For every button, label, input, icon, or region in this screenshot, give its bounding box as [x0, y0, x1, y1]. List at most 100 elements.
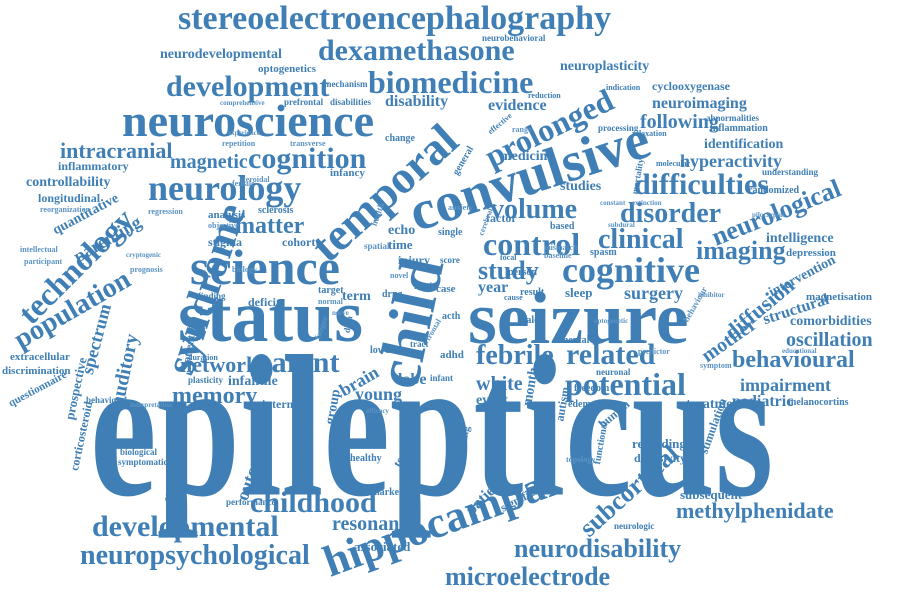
word-performance: performance [226, 497, 276, 507]
word-discrimination: discrimination [2, 365, 71, 377]
word-development: development [166, 70, 330, 103]
word-biomarker: biomarker [358, 487, 404, 498]
word-focal: focal [500, 253, 517, 262]
word-lower: lower [370, 345, 394, 356]
word-medicine: medicine [500, 149, 554, 164]
word-scale: scale [518, 315, 539, 326]
word-matter: matter [235, 213, 305, 239]
word-mechanism: mechanism [324, 79, 368, 89]
word-biomedicine: biomedicine [368, 64, 534, 100]
word-healthy: healthy [350, 453, 382, 464]
word-reorganization: reorganization [40, 205, 91, 214]
word-mismatch: mismatch [544, 243, 578, 252]
word-pediatric: pediatric [732, 393, 794, 410]
word-treatment: treatment [686, 397, 745, 412]
word-efficacy: efficacy [366, 407, 389, 415]
word-female: female [232, 179, 255, 188]
word-stigma: stigma [208, 235, 242, 249]
word-symptom: symptom [700, 361, 732, 370]
word-controllability: controllability [26, 175, 111, 190]
word-diffusivity: diffusivity [634, 451, 687, 465]
word-science: science [190, 239, 340, 295]
word-factor: factor [486, 211, 517, 225]
word-pilocarpine: pilocarpine [752, 211, 786, 219]
word-internal: internal [262, 397, 303, 411]
word-sleep: sleep [565, 285, 593, 300]
word-behavioural: behavioural [732, 347, 855, 373]
word-finding: finding [198, 291, 226, 301]
word-randomized: randomized [748, 185, 800, 196]
word-spatial: spatial [364, 241, 390, 251]
word-constant: constant [600, 199, 626, 207]
word-extinction: extinction [632, 199, 662, 207]
word-imaging: imaging [696, 236, 786, 265]
word-epilepticus: epilepticus [90, 314, 774, 540]
word-cognition: cognition [248, 142, 367, 175]
word-microelectrode: microelectrode [445, 562, 611, 591]
word-lobe: lobe [398, 371, 427, 388]
word-prefrontal: prefrontal [284, 97, 324, 107]
word-control: control [483, 226, 581, 262]
word-cohort: cohort [282, 235, 316, 249]
word-magnetic: magnetic [170, 151, 248, 173]
word-relaxation: relaxation [632, 129, 667, 138]
word-year: year [478, 279, 509, 296]
word-febrile: febrile [476, 340, 554, 371]
word-echo: echo [388, 223, 416, 238]
word-understanding: understanding [762, 167, 819, 177]
word-memory: memory [172, 383, 258, 409]
word-associated: associated [354, 539, 411, 554]
word-event: event [476, 393, 508, 408]
word-adhd: adhd [440, 349, 464, 361]
word-potential: potential [565, 366, 686, 402]
word-duration: duration [188, 353, 218, 362]
word-inhibitor: inhibitor [698, 291, 725, 299]
word-depression: depression [786, 247, 836, 259]
word-objective: objective [208, 221, 239, 230]
word-magnetisation: magnetisation [806, 291, 872, 303]
word-young: young [355, 384, 403, 404]
word-repetition: repetition [222, 139, 256, 148]
word-term: term [342, 289, 371, 304]
word-intelligence: intelligence [766, 231, 834, 246]
word-novel: novel [390, 271, 409, 280]
word-optogenetics: optogenetics [258, 63, 317, 75]
word-optogenetic: optogenetic [594, 317, 629, 325]
word-infantile: infantile [228, 374, 278, 389]
word-cognitive: cognitive [562, 250, 700, 290]
word-impairment: impairment [740, 375, 831, 395]
word-cyclooxygenase: cyclooxygenase [652, 79, 730, 93]
word-analysis: analysis [208, 209, 246, 221]
word-drug: drug [382, 289, 403, 300]
word-tract: tract [410, 339, 429, 349]
word-neurodevelopmental: neurodevelopmental [160, 47, 282, 62]
word-volume: volume [490, 194, 578, 225]
word-case: case [436, 283, 456, 295]
word-identification: identification [704, 137, 784, 152]
word-spasm: spasm [590, 247, 617, 258]
word-mental: mental [560, 335, 590, 346]
word-educational: educational [782, 347, 817, 355]
word-studies: studies [560, 179, 602, 194]
word-neuroplasticity: neuroplasticity [560, 59, 650, 74]
word-neuropsychological: neuropsychological [80, 540, 310, 571]
word-need: need [414, 281, 432, 291]
word-neuroimaging: neuroimaging [652, 95, 747, 112]
word-injury: injury [398, 253, 431, 267]
word-nerve: nerve [332, 309, 349, 317]
word-person: person [508, 267, 537, 278]
word-based: based [550, 221, 575, 232]
word-molecular: molecular [656, 159, 691, 168]
word-biology: biology [232, 265, 257, 274]
word-network: network [180, 352, 259, 377]
word-baseline: baseline [544, 251, 572, 260]
word-hyperactivity: hyperactivity [680, 151, 782, 171]
word-change: change [385, 133, 415, 144]
word-white: white [476, 373, 523, 395]
word-transverse: transverse [290, 139, 326, 148]
word-methylphenidate: methylphenidate [676, 498, 834, 523]
word-comorbidities: comorbidities [790, 314, 872, 329]
word-status: status [178, 276, 364, 358]
word-difficulties: difficulties [634, 168, 769, 201]
